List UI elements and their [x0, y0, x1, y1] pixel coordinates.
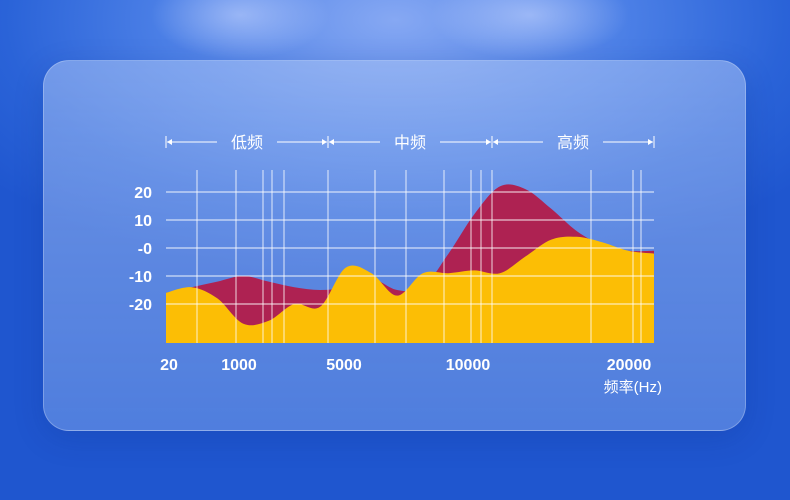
x-tick-label: 1000: [221, 357, 257, 374]
x-tick-label: 5000: [326, 357, 362, 374]
grid-lines: [166, 170, 654, 343]
y-tick-label: -0: [138, 241, 152, 258]
x-axis-label: 频率(Hz): [604, 379, 662, 396]
y-axis-ticks: 20 10 -0 -10 -20: [129, 185, 152, 314]
x-tick-label: 20000: [607, 357, 652, 374]
x-tick-label: 10000: [446, 357, 491, 374]
series-area-yellow: [166, 236, 654, 343]
x-tick-label: 20: [160, 357, 178, 374]
band-label: 中频: [394, 134, 426, 152]
areas: [166, 184, 654, 343]
y-tick-label: -10: [129, 269, 152, 286]
y-tick-label: 10: [134, 213, 152, 230]
x-axis-ticks: 20 1000 5000 10000 20000: [160, 357, 651, 374]
band-label: 低频: [231, 134, 263, 152]
background-glow-left: [150, 0, 330, 60]
frequency-bands: 低频 中频 高频: [165, 134, 655, 152]
background-glow-right: [430, 0, 630, 60]
y-tick-label: -20: [129, 297, 152, 314]
chart-card: [43, 60, 746, 431]
y-tick-label: 20: [134, 185, 152, 202]
band-label: 高频: [557, 134, 589, 152]
